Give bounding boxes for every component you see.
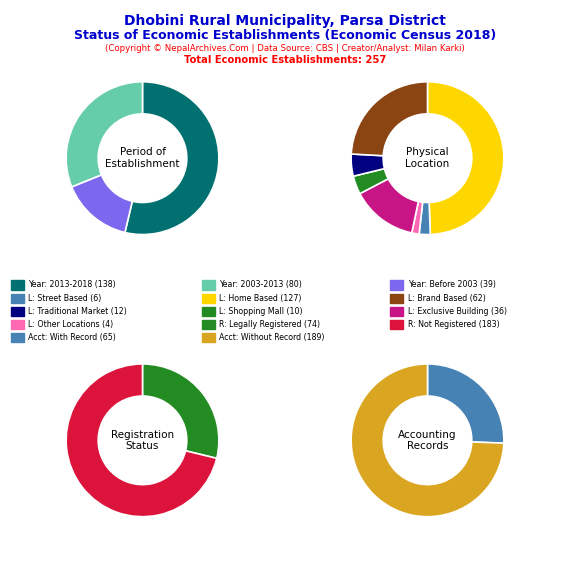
- Text: 49.42%: 49.42%: [0, 569, 1, 570]
- Text: R: Not Registered (183): R: Not Registered (183): [408, 320, 499, 329]
- Wedge shape: [351, 364, 504, 516]
- Text: L: Shopping Mall (10): L: Shopping Mall (10): [219, 307, 303, 316]
- Text: Period of
Establishment: Period of Establishment: [105, 148, 180, 169]
- Text: Dhobini Rural Municipality, Parsa District: Dhobini Rural Municipality, Parsa Distri…: [124, 14, 446, 28]
- Wedge shape: [360, 179, 418, 233]
- Text: R: Legally Registered (74): R: Legally Registered (74): [219, 320, 320, 329]
- Text: 24.12%: 24.12%: [0, 569, 1, 570]
- Text: Total Economic Establishments: 257: Total Economic Establishments: 257: [184, 55, 386, 66]
- Text: Physical
Location: Physical Location: [405, 148, 450, 169]
- Text: 74.41%: 74.41%: [0, 569, 1, 570]
- Text: L: Exclusive Building (36): L: Exclusive Building (36): [408, 307, 507, 316]
- Text: 15.18%: 15.18%: [0, 569, 1, 570]
- Text: (Copyright © NepalArchives.Com | Data Source: CBS | Creator/Analyst: Milan Karki: (Copyright © NepalArchives.Com | Data So…: [105, 44, 465, 54]
- Wedge shape: [66, 364, 217, 516]
- Wedge shape: [125, 82, 219, 234]
- Text: Registration
Status: Registration Status: [111, 430, 174, 451]
- Wedge shape: [351, 82, 428, 156]
- Wedge shape: [428, 82, 504, 234]
- Text: L: Other Locations (4): L: Other Locations (4): [28, 320, 113, 329]
- Text: 53.70%: 53.70%: [0, 569, 1, 570]
- Text: 4.67%: 4.67%: [0, 569, 1, 570]
- Text: L: Home Based (127): L: Home Based (127): [219, 294, 302, 303]
- Wedge shape: [428, 364, 504, 443]
- Text: Year: Before 2003 (39): Year: Before 2003 (39): [408, 280, 495, 290]
- Wedge shape: [351, 154, 384, 176]
- Wedge shape: [66, 82, 142, 187]
- Wedge shape: [72, 175, 132, 233]
- Wedge shape: [419, 202, 430, 235]
- Text: 14.01%: 14.01%: [0, 569, 1, 570]
- Wedge shape: [353, 169, 388, 194]
- Text: 1.56%: 1.56%: [0, 569, 1, 570]
- Text: Status of Economic Establishments (Economic Census 2018): Status of Economic Establishments (Econo…: [74, 28, 496, 42]
- Text: Acct: With Record (65): Acct: With Record (65): [28, 333, 116, 342]
- Text: 25.59%: 25.59%: [0, 569, 1, 570]
- Text: L: Brand Based (62): L: Brand Based (62): [408, 294, 485, 303]
- Text: 2.33%: 2.33%: [0, 569, 1, 570]
- Text: 31.13%: 31.13%: [0, 569, 1, 570]
- Text: L: Street Based (6): L: Street Based (6): [28, 294, 102, 303]
- Text: 71.21%: 71.21%: [0, 569, 1, 570]
- Wedge shape: [412, 202, 422, 234]
- Text: Accounting
Records: Accounting Records: [398, 430, 457, 451]
- Text: 28.79%: 28.79%: [0, 569, 1, 570]
- Text: Year: 2013-2018 (138): Year: 2013-2018 (138): [28, 280, 116, 290]
- Text: Acct: Without Record (189): Acct: Without Record (189): [219, 333, 325, 342]
- Text: Year: 2003-2013 (80): Year: 2003-2013 (80): [219, 280, 302, 290]
- Wedge shape: [142, 364, 219, 458]
- Text: 3.89%: 3.89%: [0, 569, 1, 570]
- Text: L: Traditional Market (12): L: Traditional Market (12): [28, 307, 127, 316]
